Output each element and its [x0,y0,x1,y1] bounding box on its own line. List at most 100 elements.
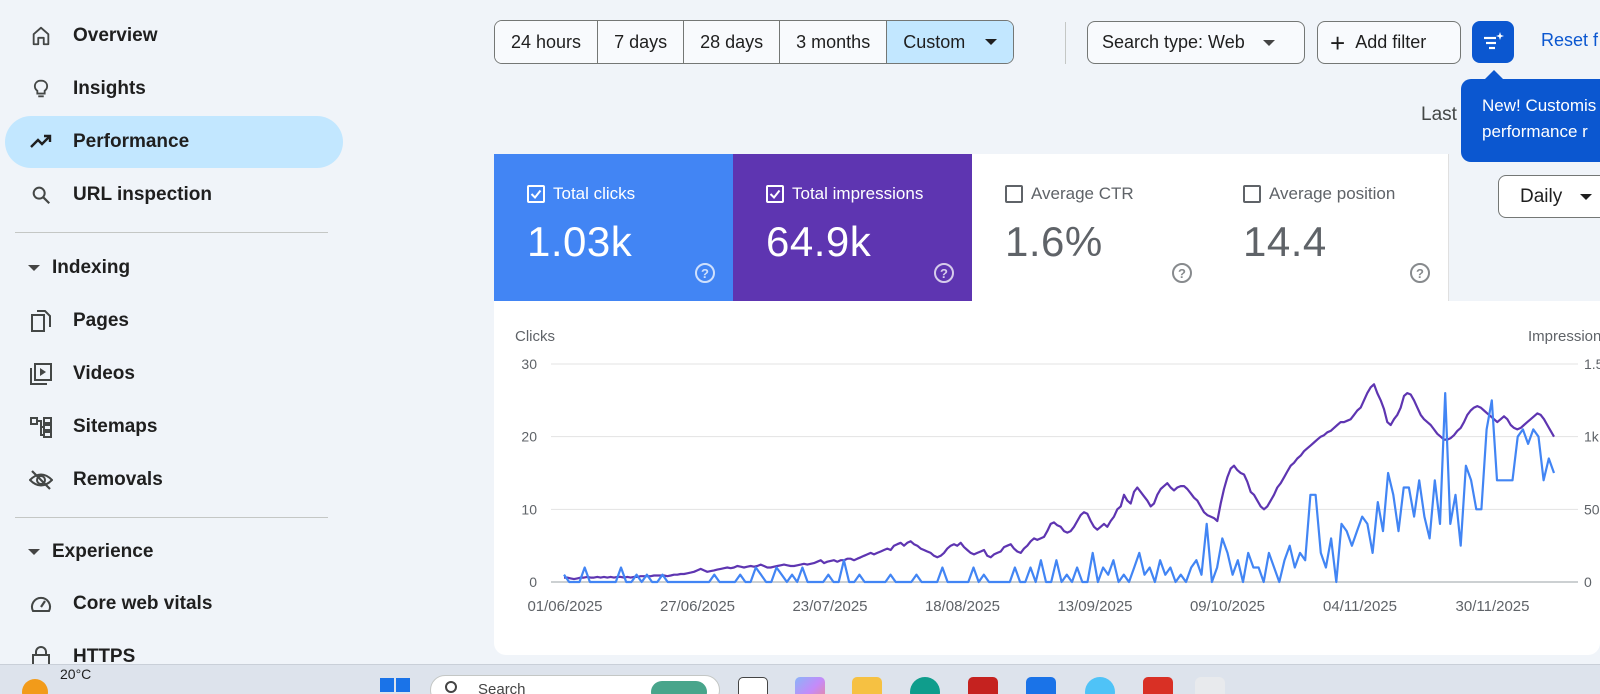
lock-icon [29,645,53,664]
sidebar-item-label: Overview [73,25,158,46]
caret-down-icon [28,549,40,555]
dropdown-arrow-icon [985,39,998,45]
copilot-icon[interactable] [795,677,825,694]
reset-filters-link[interactable]: Reset f [1541,30,1599,50]
performance-chart-panel: 0 0 10 500 20 1k 30 1.5 Clicks Impression 01/06/20… [494,301,1600,655]
pages-icon [29,309,53,333]
new-feature-tooltip[interactable]: New! Customis performance r [1461,79,1600,162]
filter-options-button[interactable] [1472,21,1514,63]
y-left-axis-label: Clicks [515,328,555,345]
metric-label: Average position [1269,184,1396,203]
checkbox-unchecked-icon[interactable] [1243,185,1261,203]
filter-sparkle-icon [1484,32,1504,50]
last-updated-text: Last [1421,104,1457,125]
trending-up-icon [29,130,53,154]
metric-card-average-ctr[interactable]: Average CTR 1.6% ? [972,154,1211,301]
sidebar-item-core-web-vitals[interactable]: Core web vitals [5,578,343,630]
x-tick-label: 09/10/2025 [1190,598,1265,615]
add-filter-label: Add filter [1355,32,1427,52]
x-tick-label: 23/07/2025 [792,598,867,615]
chrome-icon[interactable] [1195,677,1225,694]
date-range-selector: 24 hours 7 days 28 days 3 months Custom [494,20,1015,64]
range-custom-label: Custom [903,31,966,52]
sidebar-item-label: Sitemaps [73,416,158,437]
plus-icon: + [1330,27,1346,58]
range-28-days-button[interactable]: 28 days [684,21,781,63]
add-filter-button[interactable]: + Add filter [1317,21,1461,64]
sitemap-icon [29,415,53,439]
dropdown-arrow-icon [1580,193,1593,200]
store-icon[interactable] [1026,677,1056,694]
section-label: Indexing [52,257,131,278]
lightbulb-icon [29,77,53,101]
y-right-tick-label: 1.5 [1584,356,1600,372]
metric-card-total-impressions[interactable]: Total impressions 64.9k ? [733,154,972,301]
search-type-label: Search type: Web [1102,32,1245,52]
sidebar-item-performance[interactable]: Performance [5,116,343,168]
edge-browser-icon[interactable] [910,677,940,694]
granularity-dropdown[interactable]: Daily [1498,175,1600,218]
task-view-icon[interactable] [738,677,768,694]
sidebar-item-label: Removals [73,469,163,490]
help-icon[interactable]: ? [934,263,954,283]
app-icon[interactable] [1085,677,1115,694]
search-type-dropdown[interactable]: Search type: Web [1087,21,1305,64]
sidebar-item-label: Videos [73,363,135,384]
sidebar-item-label: Insights [73,78,146,99]
y-left-tick-label: 10 [521,501,537,517]
series-line-clicks [563,391,1556,584]
sidebar-item-url-inspection[interactable]: URL inspection [5,169,343,221]
metric-value: 1.6% [1005,218,1103,265]
x-tick-label: 04/11/2025 [1323,598,1397,615]
x-tick-label: 01/06/2025 [527,598,602,615]
checkbox-checked-icon[interactable] [527,185,545,203]
checkbox-unchecked-icon[interactable] [1005,185,1023,203]
sidebar-item-insights[interactable]: Insights [5,63,343,115]
help-icon[interactable]: ? [1410,263,1430,283]
file-explorer-icon[interactable] [852,677,882,694]
granularity-label: Daily [1520,185,1563,207]
sidebar-item-https[interactable]: HTTPS [5,631,343,664]
y-right-axis-label: Impression [1528,328,1600,345]
range-3-months-button[interactable]: 3 months [780,21,888,63]
help-icon[interactable]: ? [1172,263,1192,283]
help-icon[interactable]: ? [695,263,715,283]
y-left-tick-label: 20 [521,429,537,445]
range-24-hours-button[interactable]: 24 hours [495,21,599,63]
x-tick-label: 13/09/2025 [1057,598,1132,615]
metric-card-total-clicks[interactable]: Total clicks 1.03k ? [494,154,733,301]
y-right-tick-label: 0 [1584,574,1592,590]
videos-icon [29,362,53,386]
metric-value: 64.9k [766,218,872,265]
app-red-icon[interactable] [1143,677,1173,694]
sidebar-item-sitemaps[interactable]: Sitemaps [5,401,343,453]
sidebar-item-overview[interactable]: Overview [5,10,343,62]
checkbox-checked-icon[interactable] [766,185,784,203]
caret-down-icon [28,265,40,271]
tooltip-arrow [1484,70,1504,80]
windows-start-icon[interactable] [380,678,410,694]
metric-label: Average CTR [1031,184,1134,203]
range-custom-button[interactable]: Custom [887,21,1014,63]
toolbar-divider [1065,22,1066,64]
eye-off-icon [29,468,53,492]
section-label: Experience [52,541,154,562]
metric-label: Total impressions [792,184,924,203]
sidebar-item-removals[interactable]: Removals [5,454,343,506]
metric-card-average-position[interactable]: Average position 14.4 ? [1210,154,1449,301]
sidebar-item-videos[interactable]: Videos [5,348,343,400]
gauge-icon [29,592,53,616]
taskbar-search-box[interactable]: Search [430,675,720,694]
x-tick-label: 18/08/2025 [925,598,1000,615]
performance-chart[interactable]: 0 0 10 500 20 1k 30 1.5 Clicks Impression 01/06/20… [494,301,1600,655]
sidebar-item-label: URL inspection [73,184,212,205]
sidebar-item-pages[interactable]: Pages [5,295,343,347]
mail-icon[interactable] [968,677,998,694]
taskbar-search-label: Search [478,681,526,694]
y-left-tick-label: 30 [521,356,537,372]
weather-temperature: 20°C [60,666,92,682]
range-7-days-button[interactable]: 7 days [598,21,685,63]
section-experience-toggle[interactable]: Experience [28,532,153,572]
section-indexing-toggle[interactable]: Indexing [28,248,130,288]
weather-sun-icon[interactable] [22,679,48,694]
